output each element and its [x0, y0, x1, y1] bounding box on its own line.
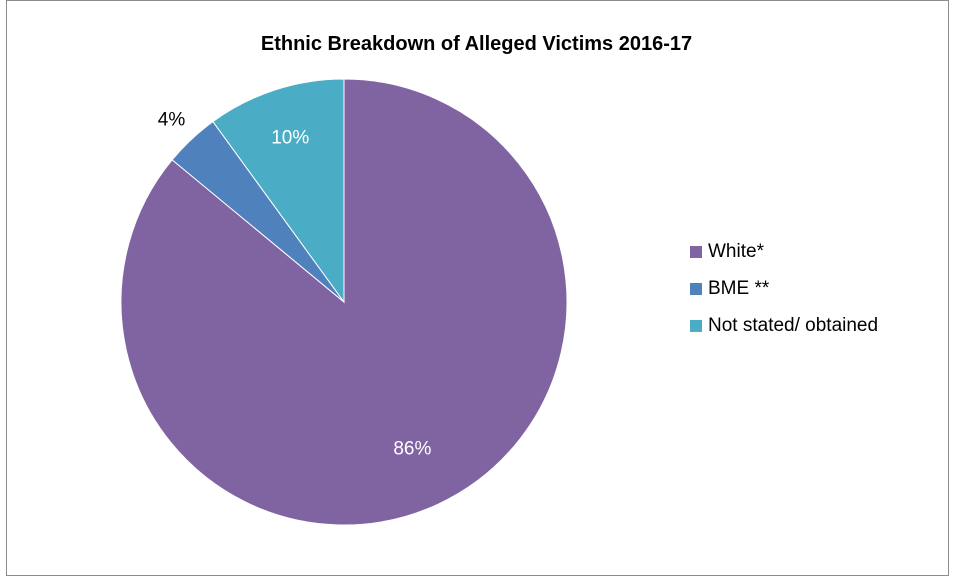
- legend-label-not-stated: Not stated/ obtained: [708, 314, 879, 336]
- legend: White* BME ** Not stated/ obtained: [690, 240, 878, 351]
- legend-label-white: White*: [708, 240, 764, 262]
- legend-swatch-white: [690, 245, 702, 258]
- legend-item-bme: BME **: [690, 277, 878, 300]
- data-label-white: 86%: [393, 438, 431, 459]
- legend-swatch-not-stated: [690, 319, 702, 332]
- chart-title: Ethnic Breakdown of Alleged Victims 2016…: [260, 33, 693, 55]
- data-label-not-stated: 10%: [271, 128, 309, 149]
- pie-slice-not-stated: [212, 78, 345, 304]
- data-label-bme: 4%: [158, 109, 186, 130]
- legend-item-not-stated: Not stated/ obtained: [690, 314, 878, 337]
- legend-swatch-bme: [690, 282, 702, 295]
- legend-item-white: White*: [690, 240, 878, 263]
- legend-label-bme: BME **: [708, 277, 770, 299]
